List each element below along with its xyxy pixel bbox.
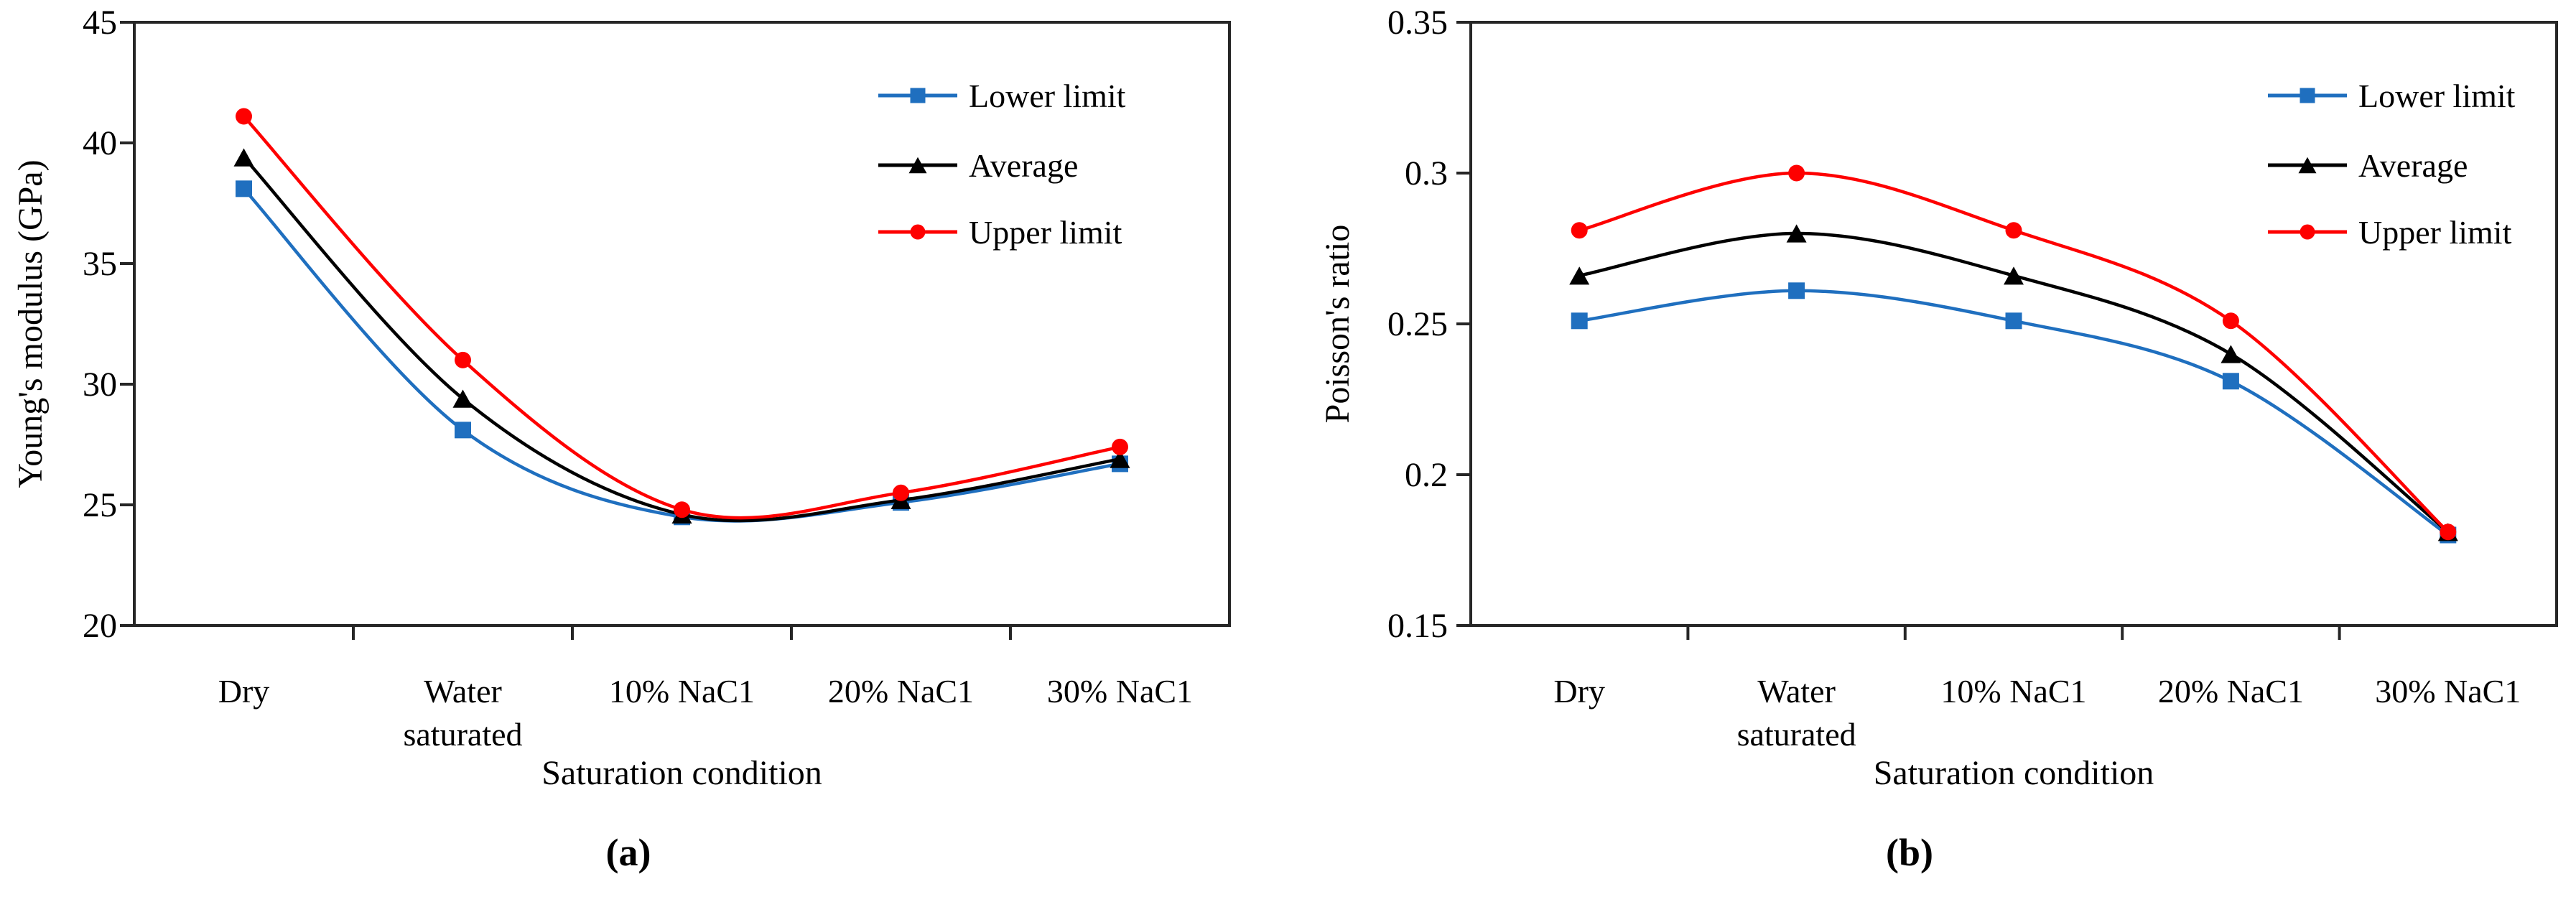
y-tick-label: 35	[83, 245, 117, 283]
series-line-average	[242, 156, 1120, 523]
data-point-marker-upper-limit	[1571, 222, 1588, 239]
legend: Lower limit Average Upper limit	[2268, 78, 2516, 251]
x-category-label: Water	[424, 673, 502, 710]
legend-item-lower-limit: Lower limit	[2268, 78, 2516, 114]
series-lower-limit	[1571, 282, 2457, 544]
y-tick-label: 30	[83, 366, 117, 404]
legend-marker-upper-limit	[910, 224, 926, 240]
x-category-label: saturated	[403, 716, 522, 753]
y-tick-label: 0.2	[1405, 456, 1448, 494]
legend-label: Average	[969, 147, 1078, 184]
y-tick-label: 25	[83, 486, 117, 524]
data-point-marker-upper-limit	[236, 108, 252, 125]
data-point-marker-lower-limit	[236, 180, 252, 197]
x-category-label: 10% NaC1	[609, 673, 755, 710]
x-axis-title: Saturation condition	[541, 754, 822, 792]
legend-label: Upper limit	[969, 214, 1122, 251]
legend-marker-upper-limit	[2300, 224, 2315, 240]
series-line-upper-limit	[242, 115, 1120, 520]
data-point-marker-average	[1786, 224, 1807, 243]
legend: Lower limit Average Upper limit	[878, 78, 1126, 251]
x-category-label: 20% NaC1	[828, 673, 974, 710]
legend-item-upper-limit: Upper limit	[2268, 214, 2512, 251]
data-point-marker-upper-limit	[455, 351, 471, 368]
panel-a: 20 25 30 35 40 45 Dry Water saturated 10% NaC1 20%…	[11, 4, 1231, 874]
data-point-marker-average	[1569, 266, 1590, 285]
legend-marker-lower-limit	[2300, 88, 2315, 103]
x-category-label: Water	[1757, 673, 1836, 710]
legend-marker-average	[2298, 157, 2317, 174]
data-point-marker-upper-limit	[1112, 438, 1128, 455]
series-line-lower-limit	[242, 187, 1120, 523]
data-point-marker-lower-limit	[455, 422, 471, 439]
legend-label: Lower limit	[969, 78, 1126, 114]
data-point-marker-upper-limit	[893, 484, 909, 501]
data-point-marker-average	[2004, 266, 2024, 285]
data-point-marker-upper-limit	[1788, 164, 1805, 182]
data-point-marker-lower-limit	[1788, 282, 1805, 299]
series-line-upper-limit	[1578, 171, 2450, 534]
x-category-label: saturated	[1737, 716, 1856, 753]
data-point-marker-lower-limit	[2222, 373, 2239, 390]
data-point-marker-average	[1110, 450, 1130, 468]
legend-item-lower-limit: Lower limit	[878, 78, 1126, 114]
panel-caption: (b)	[1886, 831, 1933, 874]
panel-b: 0.15 0.2 0.25 0.3 0.35 Dry Water saturated 10% N…	[1319, 4, 2558, 874]
data-point-marker-upper-limit	[2222, 312, 2239, 330]
series-upper-limit	[1571, 164, 2457, 541]
legend-marker-average	[908, 157, 927, 174]
plot-frame	[133, 21, 1231, 627]
data-point-marker-upper-limit	[2440, 524, 2457, 541]
y-axis-title: Poisson's ratio	[1319, 225, 1357, 424]
y-tick-label: 0.3	[1405, 154, 1448, 192]
y-tick-label: 0.15	[1387, 607, 1448, 645]
y-axis-title: Young's modulus (GPa)	[11, 159, 50, 488]
x-category-label: 30% NaC1	[1047, 673, 1193, 710]
legend-label: Lower limit	[2358, 78, 2516, 114]
legend-item-upper-limit: Upper limit	[878, 214, 1122, 251]
legend-label: Upper limit	[2358, 214, 2512, 251]
x-category-label: 30% NaC1	[2375, 673, 2521, 710]
legend-label: Average	[2358, 147, 2468, 184]
legend-item-average: Average	[2268, 147, 2468, 184]
y-tick-label: 0.35	[1387, 4, 1448, 42]
legend-item-average: Average	[878, 147, 1078, 184]
y-tick-label: 20	[83, 607, 117, 645]
series-average	[233, 148, 1130, 524]
x-axis-title: Saturation condition	[1874, 754, 2154, 792]
panel-caption: (a)	[606, 831, 651, 874]
x-category-label: 20% NaC1	[2158, 673, 2304, 710]
y-tick-label: 0.25	[1387, 305, 1448, 343]
data-point-marker-lower-limit	[1571, 312, 1588, 330]
data-point-marker-lower-limit	[2005, 312, 2022, 330]
x-category-label: Dry	[218, 673, 270, 710]
data-point-marker-upper-limit	[674, 501, 690, 518]
legend-marker-lower-limit	[910, 88, 926, 103]
y-tick-label: 45	[83, 4, 117, 42]
data-point-marker-upper-limit	[2005, 222, 2022, 239]
series-upper-limit	[236, 108, 1128, 520]
x-category-label: 10% NaC1	[1940, 673, 2086, 710]
series-average	[1569, 224, 2458, 541]
x-category-label: Dry	[1553, 673, 1605, 710]
data-point-marker-average	[2221, 345, 2241, 363]
data-point-marker-average	[233, 148, 254, 167]
data-point-marker-average	[452, 389, 473, 408]
y-tick-label: 40	[83, 124, 117, 162]
